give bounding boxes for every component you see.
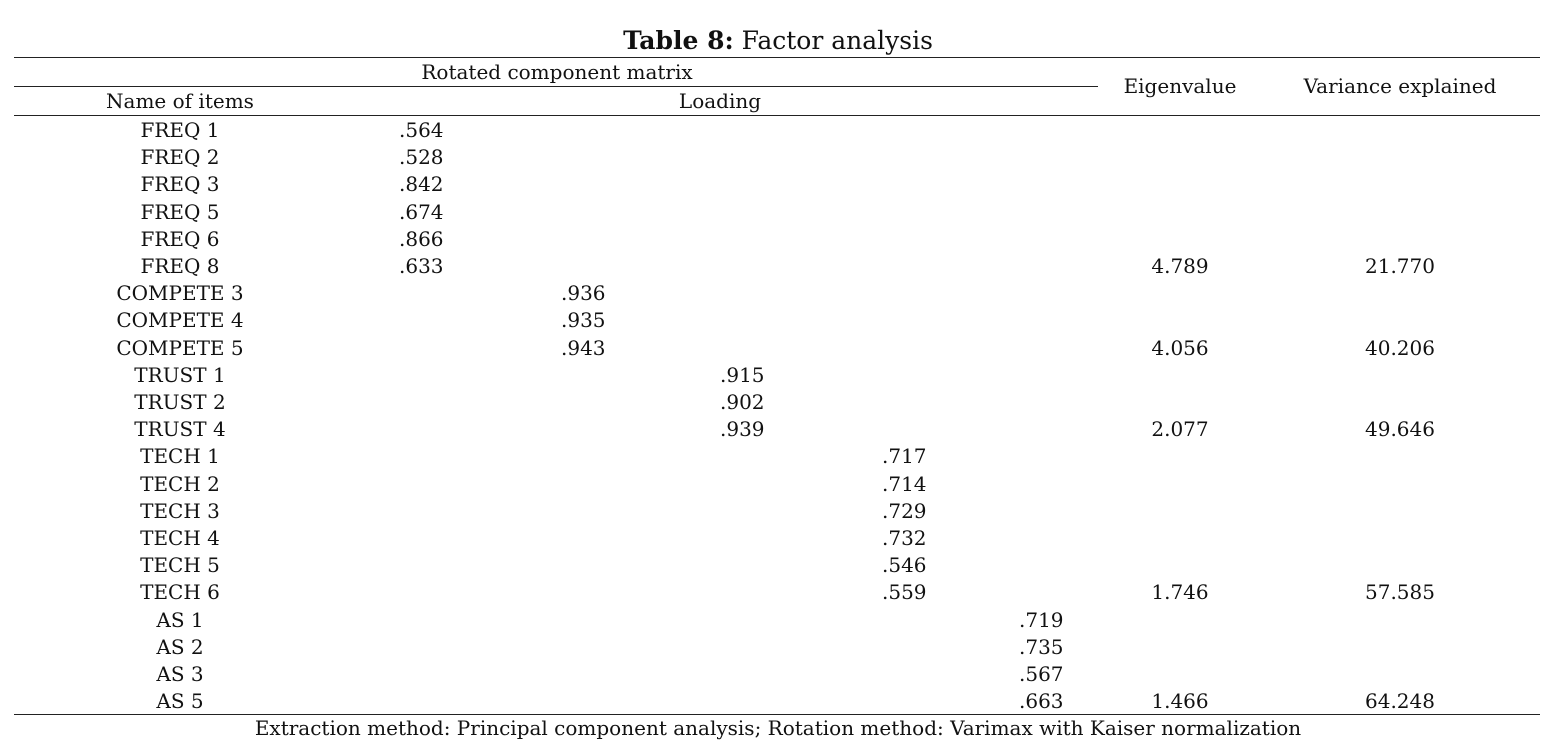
item-name: TECH 6	[140, 580, 220, 605]
loading-value: .902	[720, 390, 765, 414]
loading-value: .842	[399, 172, 444, 197]
eigenvalue-value: 1.746	[1151, 580, 1209, 605]
loading-value: .559	[882, 580, 927, 605]
header-name-of-items: Name of items	[106, 89, 254, 113]
variance-value: 49.646	[1365, 417, 1435, 442]
item-name: TECH 2	[140, 471, 220, 496]
variance-value: 57.585	[1365, 580, 1435, 605]
item-name: TECH 1	[140, 444, 220, 469]
header-loading: Loading	[678, 89, 762, 113]
loading-value: .714	[882, 471, 927, 496]
loading-value: .567	[1019, 662, 1064, 686]
item-name: TECH 3	[140, 498, 220, 523]
loading-value: .719	[1019, 607, 1064, 632]
bottom-rule	[14, 714, 1540, 715]
loading-value: .717	[882, 444, 927, 469]
loading-value: .564	[399, 118, 444, 142]
item-name: TECH 5	[140, 553, 220, 578]
item-name: COMPETE 3	[116, 281, 244, 306]
variance-value: 64.248	[1365, 689, 1435, 714]
loading-value: .729	[882, 498, 927, 523]
item-name: AS 2	[156, 634, 204, 659]
rotated-matrix-rule	[14, 86, 1098, 87]
table-caption: Factor analysis	[733, 26, 933, 55]
table-footnote: Extraction method: Principal component a…	[254, 716, 1302, 740]
eigenvalue-value: 2.077	[1151, 417, 1209, 442]
table-title: Table 8: Factor analysis	[0, 26, 1544, 56]
header-variance-explained: Variance explained	[1303, 74, 1497, 98]
item-name: AS 1	[156, 607, 204, 632]
loading-value: .528	[399, 145, 444, 170]
item-name: COMPETE 4	[116, 308, 244, 333]
loading-value: .633	[399, 254, 444, 278]
item-name: FREQ 1	[140, 118, 220, 142]
item-name: FREQ 8	[140, 254, 220, 278]
header-rotated-matrix: Rotated component matrix	[421, 60, 693, 84]
item-name: FREQ 3	[140, 172, 220, 197]
eigenvalue-value: 4.056	[1151, 335, 1209, 360]
variance-value: 21.770	[1365, 254, 1435, 278]
variance-value: 40.206	[1365, 335, 1435, 360]
item-name: FREQ 5	[140, 199, 220, 224]
item-name: FREQ 6	[140, 226, 220, 251]
item-name: TRUST 2	[134, 390, 226, 414]
table-number: Table 8:	[623, 26, 734, 55]
loading-value: .546	[882, 553, 927, 578]
loading-value: .735	[1019, 634, 1064, 659]
loading-value: .866	[399, 226, 444, 251]
eigenvalue-value: 1.466	[1151, 689, 1209, 714]
eigenvalue-value: 4.789	[1151, 254, 1209, 278]
header-bottom-rule	[14, 115, 1540, 116]
loading-value: .939	[720, 417, 765, 442]
item-name: AS 3	[156, 662, 204, 686]
loading-value: .663	[1019, 689, 1064, 714]
top-rule	[14, 57, 1540, 58]
item-name: TRUST 4	[134, 417, 226, 442]
loading-value: .943	[561, 335, 606, 360]
header-eigenvalue: Eigenvalue	[1123, 74, 1237, 98]
item-name: FREQ 2	[140, 145, 220, 170]
item-name: AS 5	[156, 689, 204, 714]
item-name: COMPETE 5	[116, 335, 244, 360]
loading-value: .915	[720, 362, 765, 387]
loading-value: .674	[399, 199, 444, 224]
loading-value: .936	[561, 281, 606, 306]
item-name: TRUST 1	[134, 362, 226, 387]
loading-value: .732	[882, 526, 927, 550]
item-name: TECH 4	[140, 526, 220, 550]
loading-value: .935	[561, 308, 606, 333]
